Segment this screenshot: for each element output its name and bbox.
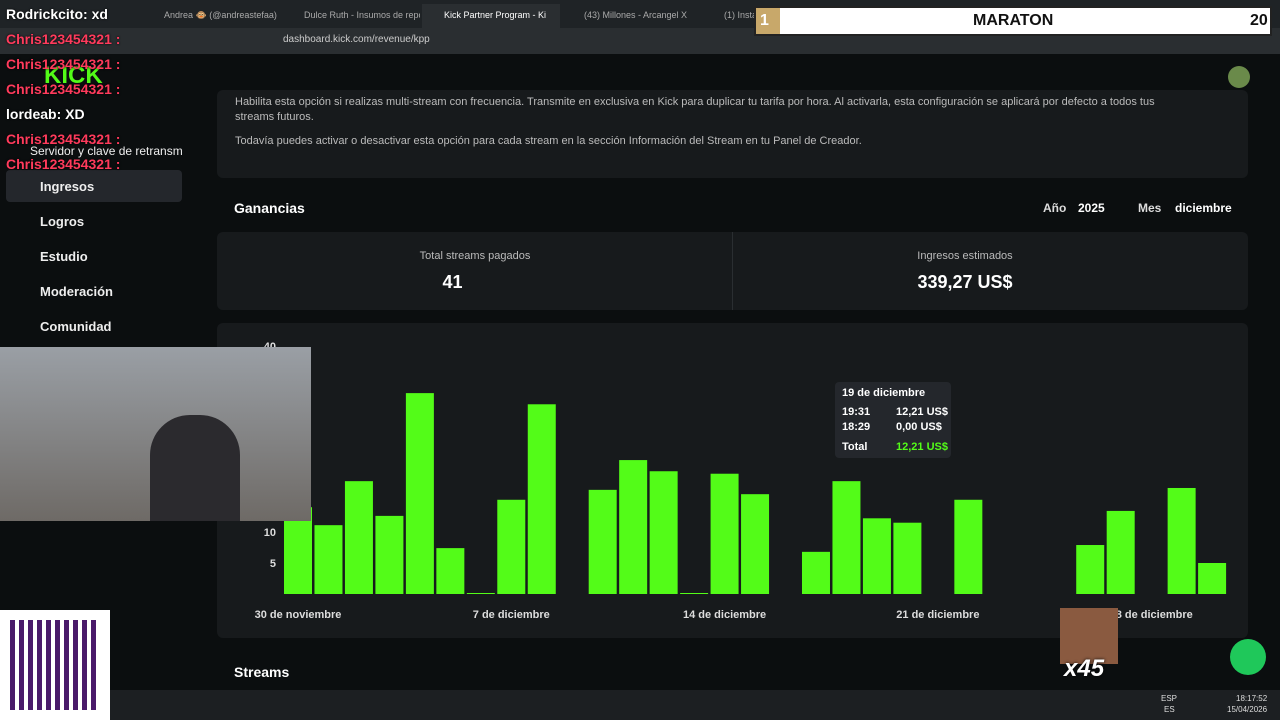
bar <box>741 494 770 594</box>
bar <box>588 489 617 594</box>
x-tick-label: 14 de diciembre <box>683 609 766 621</box>
bar <box>1167 487 1196 594</box>
tooltip-date: 19 de diciembre <box>842 387 926 399</box>
active-item <box>6 170 182 202</box>
bar <box>619 460 648 594</box>
bar <box>680 593 709 594</box>
banner-count: 20 <box>1250 12 1268 29</box>
tooltip-amount: 0,00 US$ <box>896 421 942 433</box>
tooltip-amount: 12,21 US$ <box>896 406 948 418</box>
month-select[interactable]: diciembre <box>1175 201 1232 215</box>
lang: ESP <box>1161 694 1178 703</box>
bar <box>1076 545 1105 594</box>
chat-line: Chris123454321 : <box>6 131 121 147</box>
tooltip-total-label: Total <box>842 441 868 453</box>
taskbar <box>110 690 1280 720</box>
bar <box>710 473 739 594</box>
bar <box>344 481 373 594</box>
chat-line: Chris123454321 : <box>6 156 121 172</box>
info-text: Habilita esta opción si realizas multi-s… <box>235 96 1155 123</box>
menu-item[interactable]: Moderación <box>40 284 113 299</box>
bar <box>1198 563 1227 594</box>
tab[interactable]: (43) Millones - Arcangel X <box>584 10 688 20</box>
tab[interactable]: Andrea 🐵 (@andreastefaa) | <box>164 10 280 20</box>
support-button[interactable] <box>1230 639 1266 675</box>
info-card <box>217 90 1248 178</box>
tab[interactable]: Kick Partner Program - Ki <box>422 4 560 28</box>
qr-code <box>0 610 110 720</box>
logo[interactable]: KICK <box>44 62 103 89</box>
filter-label: Año <box>1043 201 1067 215</box>
info-text: Todavía puedes activar o desactivar esta… <box>235 135 862 147</box>
year-select[interactable]: 2025 <box>1078 201 1105 215</box>
x-tick-label: 28 de diciembre <box>1110 609 1193 621</box>
url[interactable]: dashboard.kick.com/revenue/kpp <box>283 34 430 45</box>
tooltip-time: 19:31 <box>842 406 871 418</box>
bar <box>375 515 404 594</box>
chat-overlay: Rodrickcito: xd Chris123454321 : Chris1234… <box>0 0 200 180</box>
stat-label: Total streams pagados <box>419 250 531 262</box>
bar <box>314 525 343 594</box>
bar <box>1106 510 1135 594</box>
bar <box>893 522 922 594</box>
streamer <box>150 415 240 521</box>
tab[interactable]: Dulce Ruth - Insumos de repo <box>304 10 420 20</box>
rank-box <box>756 8 780 34</box>
emote-count: x45 <box>1064 655 1105 682</box>
bar <box>862 518 891 594</box>
bar <box>466 593 495 594</box>
bar <box>497 499 526 594</box>
streams-title: Streams <box>234 664 290 680</box>
stat-value: 41 <box>442 272 463 292</box>
y-tick-label: 5 <box>270 558 276 570</box>
chat-line: Chris123454321 : <box>6 31 121 47</box>
menu-item[interactable]: Logros <box>40 214 85 229</box>
section-title: Ganancias <box>234 200 305 216</box>
banner-text: MARATON <box>973 12 1054 29</box>
x-tick-label: 30 de noviembre <box>255 609 342 621</box>
chat-line: Rodrickcito: xd <box>6 6 108 22</box>
bar <box>436 548 465 594</box>
bar <box>649 471 678 594</box>
date: 15/04/2026 <box>1227 705 1268 714</box>
bar <box>954 499 983 594</box>
tooltip-total: 12,21 US$ <box>896 441 948 453</box>
tooltip <box>835 382 951 458</box>
tooltip-time: 18:29 <box>842 421 871 433</box>
clock: 18:17:52 <box>1236 694 1268 703</box>
rank: 1 <box>760 12 769 29</box>
chat-line: Chris123454321 : <box>6 81 121 97</box>
stat-label: Ingresos estimados <box>917 250 1013 262</box>
bar <box>284 507 312 594</box>
menu-item[interactable]: Servidor y clave de retransm <box>30 144 183 158</box>
chat-line: Chris123454321 : <box>6 56 121 72</box>
avatar[interactable] <box>1228 66 1250 88</box>
x-tick-label: 7 de diciembre <box>473 609 550 621</box>
bar <box>801 551 830 594</box>
tab[interactable]: (1) Insta <box>724 10 758 20</box>
divider <box>732 232 733 310</box>
emote <box>1060 608 1118 664</box>
menu-item[interactable]: Comunidad <box>40 319 112 334</box>
filter-label: Mes <box>1138 201 1162 215</box>
bar <box>832 481 861 594</box>
bar <box>527 404 556 594</box>
stat-value: 339,27 US$ <box>917 272 1013 292</box>
banner <box>754 6 1272 36</box>
x-tick-label: 21 de diciembre <box>896 609 979 621</box>
menu-item[interactable]: Estudio <box>40 249 88 264</box>
bar <box>405 393 434 594</box>
chat-line: lordeab: XD <box>6 106 85 122</box>
lang: ES <box>1164 705 1175 714</box>
menu-item[interactable]: Ingresos <box>40 179 95 194</box>
y-tick-label: 10 <box>264 527 276 539</box>
